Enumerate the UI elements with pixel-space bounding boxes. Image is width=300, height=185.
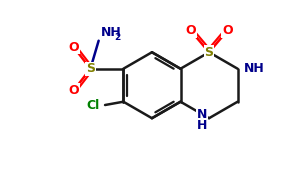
Text: O: O: [69, 41, 79, 54]
Text: Cl: Cl: [86, 99, 99, 112]
Text: NH: NH: [243, 62, 264, 75]
Text: N: N: [197, 108, 207, 121]
Text: S: S: [205, 46, 214, 59]
Text: O: O: [69, 84, 79, 97]
Text: 2: 2: [114, 33, 120, 42]
Text: S: S: [86, 62, 95, 75]
Text: O: O: [222, 24, 232, 37]
Text: O: O: [186, 24, 196, 37]
Text: H: H: [197, 120, 207, 132]
Text: NH: NH: [100, 26, 121, 39]
